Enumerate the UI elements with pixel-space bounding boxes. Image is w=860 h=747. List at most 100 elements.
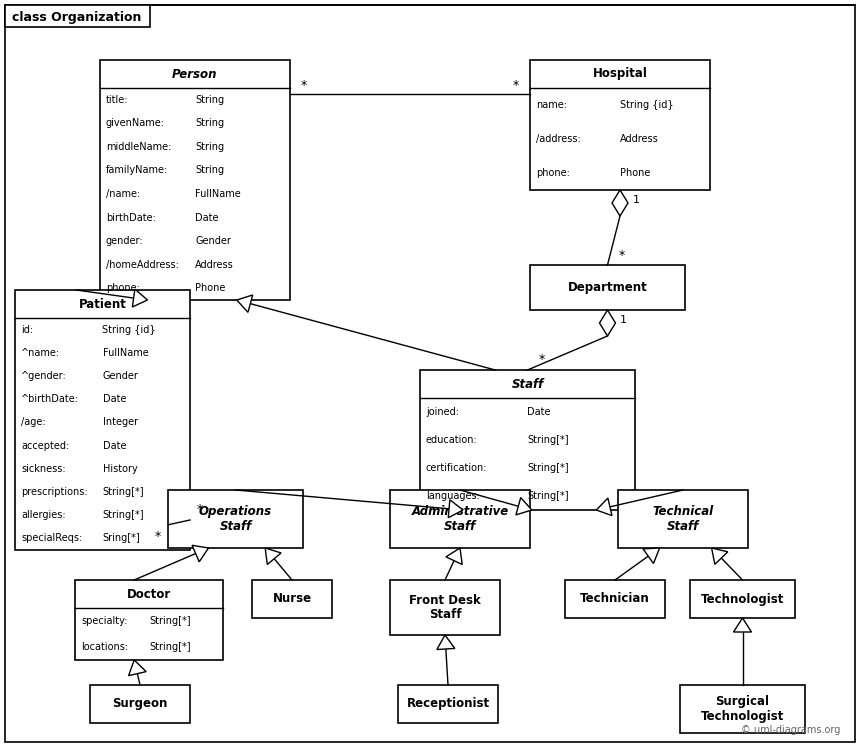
Text: Operations
Staff: Operations Staff [199, 505, 272, 533]
Text: Administrative
Staff: Administrative Staff [411, 505, 508, 533]
Text: FullName: FullName [102, 348, 148, 358]
Polygon shape [516, 498, 531, 515]
Text: String[*]: String[*] [527, 435, 569, 445]
Text: Person: Person [172, 67, 218, 81]
Text: accepted:: accepted: [21, 441, 70, 450]
Text: Date: Date [527, 407, 551, 417]
Text: *: * [538, 353, 544, 367]
Polygon shape [437, 635, 455, 649]
Text: gender:: gender: [106, 236, 144, 246]
Text: 1: 1 [620, 315, 627, 325]
Polygon shape [192, 545, 208, 562]
Text: ^birthDate:: ^birthDate: [21, 394, 79, 404]
Bar [15, 290, 190, 550]
Text: Address: Address [620, 134, 659, 144]
Text: phone:: phone: [106, 283, 140, 294]
Bar [565, 580, 665, 618]
Text: String {id}: String {id} [620, 100, 673, 110]
Text: /address:: /address: [536, 134, 580, 144]
Text: specialReqs:: specialReqs: [21, 533, 83, 543]
Bar [420, 370, 635, 510]
Polygon shape [596, 498, 612, 515]
Text: Doctor: Doctor [127, 587, 171, 601]
Text: Receptionist: Receptionist [407, 698, 489, 710]
Text: Hospital: Hospital [593, 67, 648, 81]
Text: Front Desk
Staff: Front Desk Staff [409, 594, 481, 622]
Text: String: String [195, 142, 224, 152]
Polygon shape [599, 310, 616, 336]
Text: allergies:: allergies: [21, 510, 65, 520]
Bar [252, 580, 332, 618]
Polygon shape [132, 289, 148, 307]
Text: ^name:: ^name: [21, 348, 60, 358]
Polygon shape [612, 190, 628, 216]
Text: givenName:: givenName: [106, 118, 165, 128]
Bar [390, 580, 500, 635]
Text: Nurse: Nurse [273, 592, 311, 606]
Polygon shape [445, 548, 462, 565]
Polygon shape [711, 548, 728, 564]
Text: Technologist: Technologist [701, 592, 784, 606]
Bar [100, 60, 290, 300]
Text: title:: title: [106, 95, 128, 105]
Text: Date: Date [102, 394, 126, 404]
Text: specialty:: specialty: [81, 616, 127, 626]
Text: String {id}: String {id} [102, 325, 157, 335]
Text: Sring[*]: Sring[*] [102, 533, 140, 543]
Text: Gender: Gender [102, 371, 138, 381]
Bar [618, 490, 748, 548]
Text: certification:: certification: [426, 463, 488, 473]
Bar [75, 580, 223, 660]
Text: /homeAddress:: /homeAddress: [106, 260, 179, 270]
Text: String[*]: String[*] [149, 642, 191, 652]
Text: phone:: phone: [536, 168, 570, 178]
Text: name:: name: [536, 100, 567, 110]
Text: Surgical
Technologist: Surgical Technologist [701, 695, 784, 723]
Text: String[*]: String[*] [102, 487, 144, 497]
Text: Date: Date [102, 441, 126, 450]
Text: /name:: /name: [106, 189, 140, 199]
Text: Surgeon: Surgeon [113, 698, 168, 710]
Text: String[*]: String[*] [527, 491, 569, 501]
Text: 1: 1 [632, 195, 640, 205]
Text: © uml-diagrams.org: © uml-diagrams.org [740, 725, 840, 735]
Text: Technical
Staff: Technical Staff [653, 505, 714, 533]
Text: Address: Address [195, 260, 234, 270]
Bar [530, 60, 710, 190]
Text: prescriptions:: prescriptions: [21, 487, 88, 497]
Text: locations:: locations: [81, 642, 128, 652]
Text: *: * [155, 530, 161, 543]
Text: String[*]: String[*] [149, 616, 191, 626]
Text: *: * [513, 79, 519, 93]
Text: class Organization: class Organization [12, 10, 141, 23]
Text: middleName:: middleName: [106, 142, 171, 152]
Bar [5, 5, 150, 27]
Text: Department: Department [568, 281, 648, 294]
Text: Date: Date [195, 213, 218, 223]
Text: Technician: Technician [580, 592, 650, 606]
Polygon shape [129, 660, 146, 676]
Polygon shape [237, 295, 253, 312]
Text: Phone: Phone [620, 168, 650, 178]
Text: *: * [618, 249, 624, 261]
Text: familyName:: familyName: [106, 165, 169, 176]
Text: id:: id: [21, 325, 34, 335]
Text: languages:: languages: [426, 491, 480, 501]
Text: *: * [197, 503, 203, 516]
Bar [390, 490, 530, 548]
Polygon shape [448, 500, 463, 518]
Text: *: * [301, 79, 307, 93]
Text: String: String [195, 118, 224, 128]
Bar [168, 490, 303, 548]
Text: /age:: /age: [21, 418, 46, 427]
Text: String[*]: String[*] [527, 463, 569, 473]
Bar [398, 685, 498, 723]
Text: FullName: FullName [195, 189, 241, 199]
Text: String: String [195, 165, 224, 176]
Text: String: String [195, 95, 224, 105]
Text: Patient: Patient [78, 297, 126, 311]
Text: Phone: Phone [195, 283, 225, 294]
Bar [90, 685, 190, 723]
Polygon shape [643, 548, 660, 563]
Text: Gender: Gender [195, 236, 230, 246]
